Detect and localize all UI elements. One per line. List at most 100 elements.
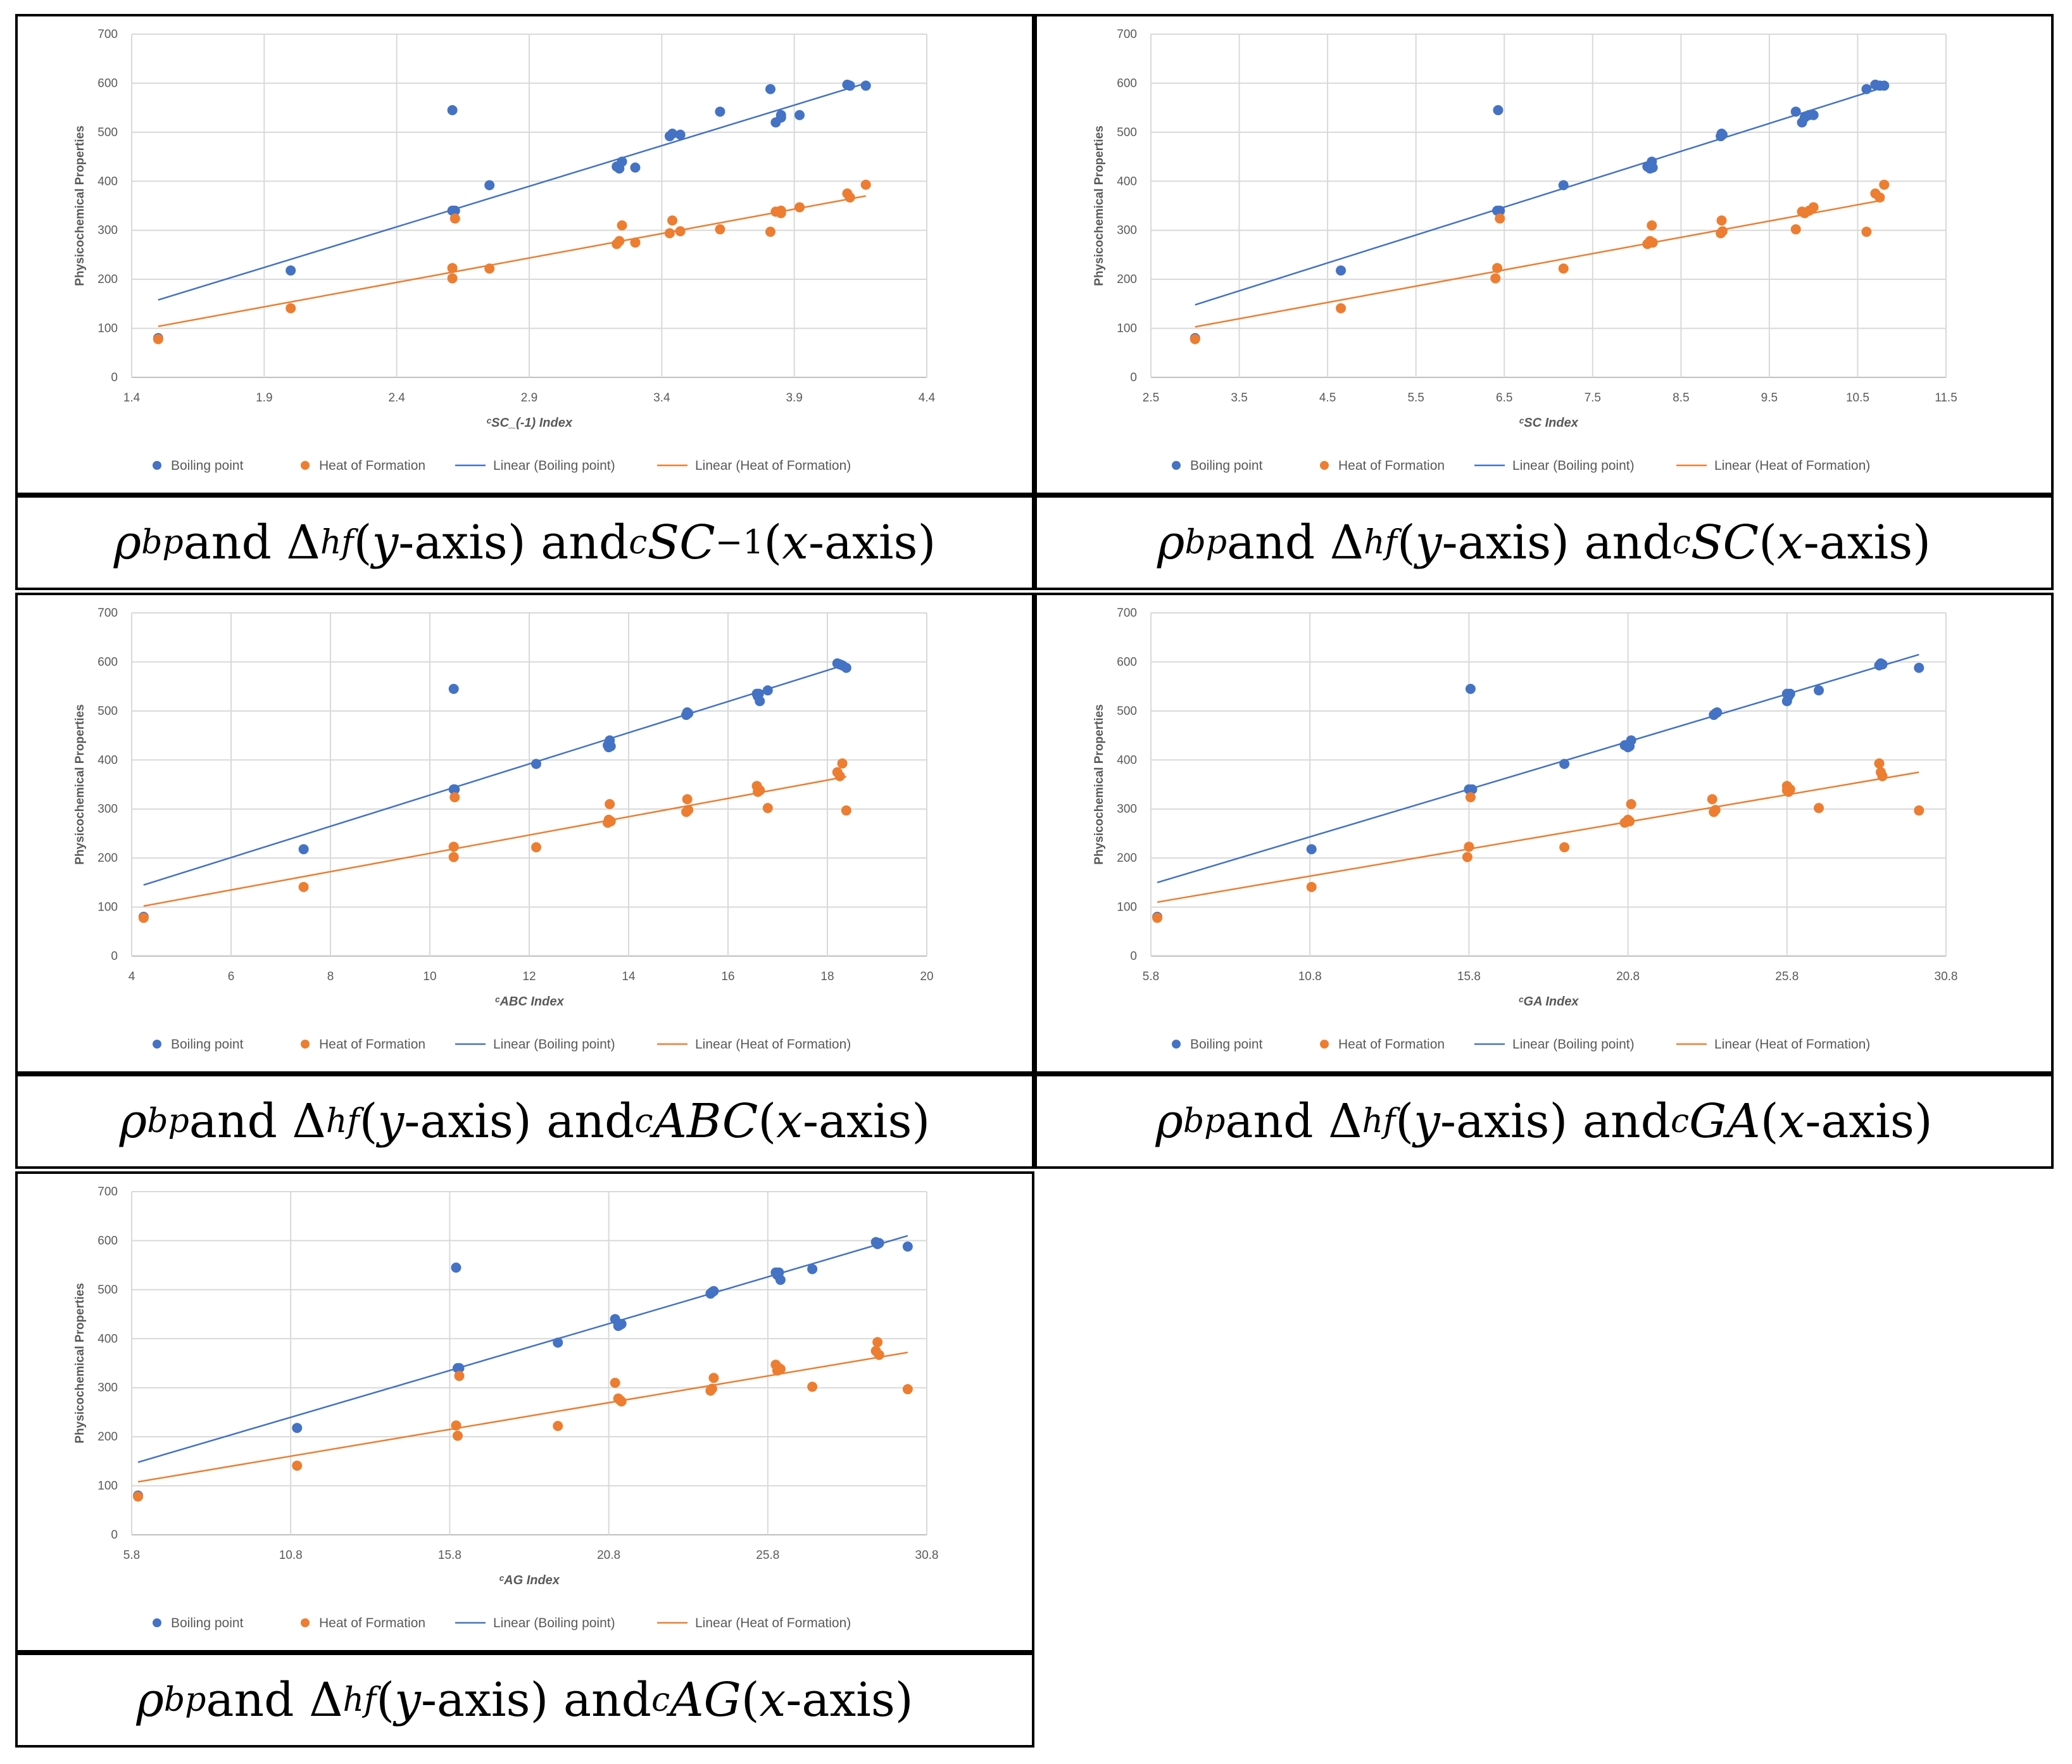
y-tick-label: 500	[97, 705, 118, 718]
point-boiling-point	[1493, 105, 1504, 116]
x-tick-label: 30.8	[1935, 970, 1958, 983]
legend-label: Linear (Boiling point)	[1512, 458, 1635, 473]
chart-panel-2: 0 100 200 300 400 500 600 700 2.5 3.5 4.5 5.5 6.5 7.5…	[1034, 14, 2054, 495]
point-heat-of-formation	[1879, 179, 1890, 190]
y-tick-label: 300	[97, 224, 118, 237]
x-tick-label: 10.8	[1298, 970, 1322, 983]
point-heat-of-formation	[1877, 771, 1888, 781]
y-axis-title: Physicochemical Properties	[73, 125, 87, 286]
legend-label: Linear (Boiling point)	[1512, 1037, 1635, 1052]
point-boiling-point	[286, 265, 296, 276]
y-tick-label: 400	[97, 1332, 118, 1345]
point-boiling-point	[1306, 844, 1317, 855]
legend: Boiling point Heat of Formation Linear (Bo…	[153, 1037, 851, 1052]
y-tick-label: 400	[97, 175, 118, 188]
caption-rho: ρ	[119, 1094, 148, 1149]
caption-delta-sub: hf	[342, 1681, 377, 1719]
point-heat-of-formation	[715, 224, 725, 235]
point-heat-of-formation	[1626, 798, 1636, 809]
point-heat-of-formation	[675, 226, 686, 237]
point-heat-of-formation	[682, 794, 693, 805]
caption-index: GA	[1689, 1094, 1761, 1149]
y-tick-label: 100	[97, 1480, 118, 1493]
x-tick-label: 3.4	[653, 391, 670, 405]
legend-label: Heat of Formation	[1338, 1037, 1445, 1052]
legend-label: Linear (Heat of Formation)	[1714, 1037, 1870, 1052]
legend-label: Boiling point	[171, 1037, 244, 1052]
point-heat-of-formation	[1559, 842, 1570, 853]
caption-paren: (	[763, 515, 782, 570]
chart-panel-4: 0 100 200 300 400 500 600 700 5.8 10.8 15.8 20.8 25.…	[1034, 593, 2054, 1074]
point-boiling-point	[292, 1423, 303, 1433]
y-axis-title: Physicochemical Properties	[73, 1283, 87, 1443]
point-boiling-point	[675, 129, 686, 140]
caption-paren: (	[758, 1094, 777, 1149]
caption-index: ABC	[653, 1094, 758, 1149]
point-boiling-point	[1781, 688, 1792, 699]
caption-rho-sub: bp	[147, 1102, 189, 1140]
caption-c-sup: c	[1671, 1102, 1690, 1140]
point-boiling-point	[1624, 741, 1635, 752]
trendline-boiling-point	[158, 82, 867, 301]
point-boiling-point	[531, 759, 541, 769]
point-heat-of-formation	[1624, 816, 1635, 827]
y-axis-title: Physicochemical Properties	[73, 704, 87, 864]
y-tick-label: 300	[1117, 803, 1137, 816]
x-tick-label: 2.4	[388, 391, 405, 405]
point-heat-of-formation	[841, 805, 851, 816]
point-heat-of-formation	[1464, 841, 1474, 852]
point-heat-of-formation	[874, 1349, 884, 1360]
legend-label: Linear (Heat of Formation)	[1714, 458, 1870, 473]
point-heat-of-formation	[667, 215, 678, 226]
caption-y-var: y	[377, 1094, 405, 1149]
point-boiling-point	[630, 162, 641, 173]
chart-panel-5: 0 100 200 300 400 500 600 700 5.8 10.8 15.8 20.8 25.…	[15, 1171, 1034, 1653]
point-boiling-point	[667, 129, 678, 139]
caption-paren: (	[1395, 1094, 1414, 1149]
point-heat-of-formation	[153, 334, 163, 344]
legend-marker-dot	[301, 1618, 310, 1627]
caption-x-text: -axis)	[808, 515, 936, 570]
point-heat-of-formation	[292, 1460, 303, 1471]
point-boiling-point	[553, 1337, 563, 1348]
point-heat-of-formation	[837, 758, 848, 769]
y-tick-label: 600	[97, 77, 118, 90]
point-boiling-point	[1495, 205, 1505, 216]
x-tick-label: 20.8	[597, 1549, 620, 1562]
legend-label: Linear (Heat of Formation)	[695, 1616, 851, 1630]
point-heat-of-formation	[138, 912, 149, 923]
caption-paren: (	[1397, 515, 1416, 570]
legend-label: Heat of Formation	[1338, 458, 1445, 473]
point-boiling-point	[1558, 180, 1569, 191]
caption-y-var: y	[1414, 1094, 1440, 1149]
point-heat-of-formation	[807, 1382, 818, 1392]
caption-x-text: -axis)	[786, 1673, 914, 1727]
caption-paren: (	[1759, 515, 1777, 570]
caption-rho-sub: bp	[163, 1681, 206, 1719]
trendline-boiling-point	[1195, 86, 1885, 306]
point-heat-of-formation	[447, 273, 458, 284]
caption-c-sup: c	[1672, 524, 1691, 562]
point-boiling-point	[454, 1363, 465, 1373]
point-boiling-point	[1790, 106, 1801, 117]
caption-paren: (	[1760, 1094, 1779, 1149]
point-heat-of-formation	[844, 192, 855, 203]
point-heat-of-formation	[454, 1371, 465, 1382]
y-tick-label: 500	[1117, 705, 1137, 718]
x-tick-label: 15.8	[1457, 970, 1481, 983]
y-tick-label: 0	[111, 950, 118, 963]
trendline-heat-of-formation	[143, 776, 847, 907]
point-boiling-point	[1336, 265, 1347, 276]
plot-area: 0 100 200 300 400 500 600 700 5.8 10.8 15.8 20.8 25.…	[73, 1185, 938, 1587]
point-heat-of-formation	[664, 228, 675, 239]
x-tick-label: 5.5	[1407, 391, 1424, 405]
point-boiling-point	[484, 180, 495, 191]
chart-panel-3: 0 100 200 300 400 500 600 700 4 6 8 10 12 14 16 18 20 Phy…	[15, 593, 1034, 1074]
caption-y-text: -axis) and	[1441, 515, 1673, 570]
caption-y-text: -axis) and	[404, 1094, 635, 1149]
point-boiling-point	[615, 1320, 625, 1330]
point-heat-of-formation	[605, 816, 616, 827]
point-heat-of-formation	[872, 1337, 883, 1347]
